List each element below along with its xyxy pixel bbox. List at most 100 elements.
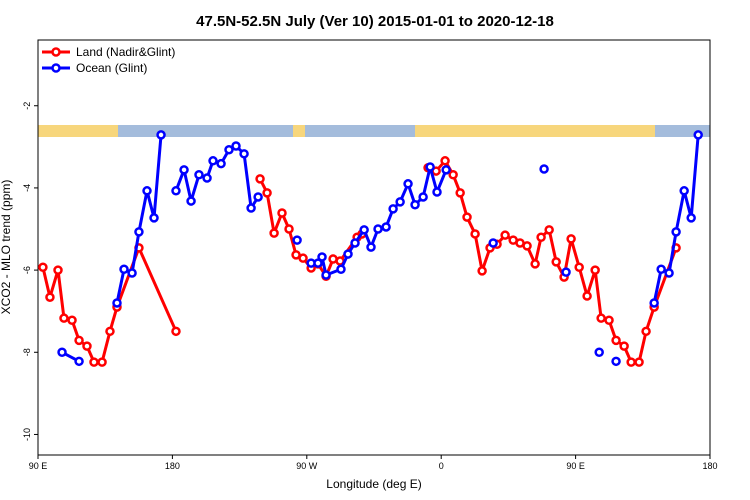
data-point (381, 222, 391, 232)
y-tick-label: -8 (22, 348, 32, 356)
data-point (313, 258, 323, 268)
data-point (410, 200, 420, 210)
data-point (156, 130, 166, 140)
data-point (566, 234, 576, 244)
data-point (373, 224, 383, 234)
data-point (350, 238, 360, 248)
data-point (134, 227, 144, 237)
data-point (171, 326, 181, 337)
legend-marker (51, 63, 61, 73)
data-point (432, 187, 442, 197)
x-axis-label: Longitude (deg E) (326, 477, 421, 491)
data-point (89, 357, 99, 367)
data-point (395, 197, 405, 207)
data-point (403, 179, 413, 189)
data-point (536, 232, 546, 242)
legend-label: Land (Nadir&Glint) (76, 45, 175, 59)
data-point (561, 267, 571, 277)
data-point (202, 173, 212, 183)
data-point (53, 265, 63, 275)
data-point (45, 292, 55, 302)
y-tick-label: -4 (22, 184, 32, 192)
data-point (59, 313, 69, 323)
data-point (619, 341, 629, 351)
x-tick-label: 90 E (29, 461, 48, 471)
data-point (664, 268, 674, 278)
data-point (149, 213, 159, 223)
data-point (292, 235, 302, 245)
x-tick-label: 180 (165, 461, 180, 471)
y-axis-label: XCO2 - MLO trend (ppm) (0, 180, 13, 315)
data-point (298, 253, 308, 263)
data-point (74, 356, 84, 367)
y-tick-label: -2 (22, 102, 32, 110)
data-point (679, 186, 689, 196)
data-point (216, 158, 226, 169)
data-point (343, 249, 353, 259)
data-point (291, 250, 301, 260)
data-point (105, 326, 115, 337)
data-point (477, 266, 487, 276)
series-line (61, 134, 700, 363)
data-point (194, 170, 204, 180)
data-point (440, 156, 450, 166)
data-point (253, 192, 263, 202)
data-point (179, 165, 189, 175)
plot-frame (37, 39, 711, 456)
y-tick-label: -6 (22, 266, 32, 274)
data-point (366, 242, 376, 252)
data-point (38, 262, 48, 272)
y-tick-label: -10 (22, 428, 32, 441)
data-point (611, 356, 621, 367)
data-point (119, 264, 129, 275)
data-point (441, 165, 451, 175)
data-point (57, 347, 67, 358)
data-point (522, 241, 532, 251)
x-tick-label: 0 (439, 461, 444, 471)
data-point (671, 227, 681, 237)
data-point (388, 204, 398, 214)
x-tick-label: 180 (702, 461, 717, 471)
data-point (574, 262, 584, 272)
data-point (551, 257, 561, 267)
data-point (455, 188, 465, 198)
data-point (97, 357, 107, 367)
data-point (686, 213, 696, 223)
data-point (171, 186, 181, 196)
data-point (142, 186, 152, 196)
legend-label: Ocean (Glint) (76, 61, 147, 75)
data-point (488, 238, 498, 248)
data-point (470, 229, 480, 239)
legend-marker (51, 47, 61, 57)
data-point (634, 357, 644, 367)
data-point (208, 156, 218, 166)
data-point (321, 270, 331, 280)
x-tick-label: 90 W (296, 461, 318, 471)
data-point (224, 144, 234, 155)
data-point (656, 264, 666, 275)
data-point (590, 265, 600, 275)
data-point (127, 268, 137, 278)
data-point (649, 298, 659, 308)
data-point (594, 347, 604, 358)
data-point (239, 149, 249, 159)
data-point (82, 341, 92, 351)
data-point (359, 225, 369, 235)
data-point (530, 259, 540, 269)
data-point (693, 130, 703, 140)
data-point (418, 192, 428, 202)
data-point (626, 357, 636, 367)
data-point (641, 326, 651, 337)
data-point (544, 225, 554, 235)
data-point (604, 315, 614, 325)
data-point (284, 224, 294, 234)
data-point (277, 208, 287, 218)
x-tick-label: 90 E (566, 461, 585, 471)
data-point (112, 298, 122, 308)
data-point (255, 174, 265, 184)
data-point (317, 252, 327, 262)
chart-title: 47.5N-52.5N July (Ver 10) 2015-01-01 to … (196, 13, 554, 30)
data-point (425, 162, 435, 172)
data-point (582, 291, 592, 301)
